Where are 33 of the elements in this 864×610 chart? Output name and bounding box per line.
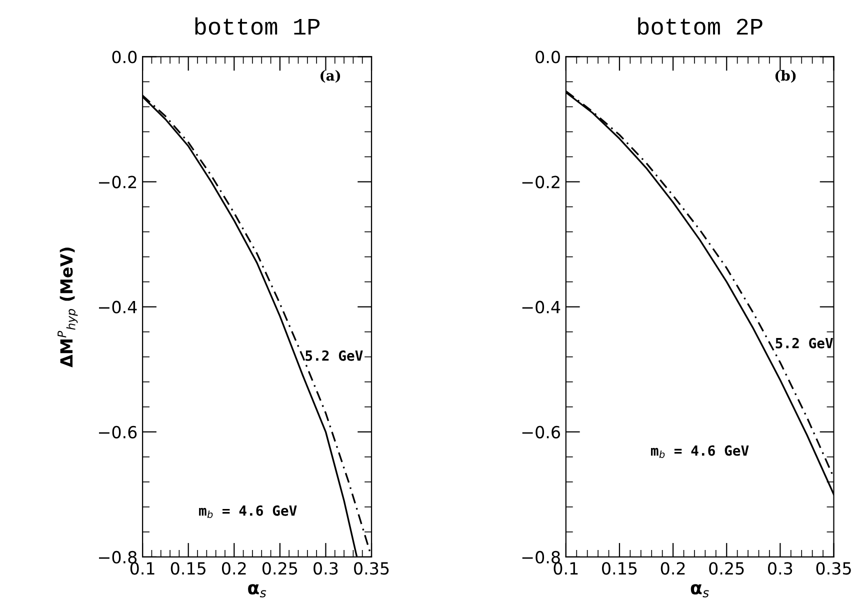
x-tick-label: 0.1 [130, 562, 154, 575]
x-tick-label: 0.25 [262, 562, 298, 575]
y-tick-label: −0.4 [522, 300, 560, 314]
annotation: 5.2 GeV [776, 338, 833, 348]
annotation: m$_{b}$ = 4.6 GeV [199, 505, 297, 518]
y-tick-label: 0.0 [536, 50, 560, 64]
chart-title: bottom 1P [195, 17, 320, 35]
x-tick-label: 0.25 [709, 562, 744, 575]
y-tick-label: 0.0 [112, 50, 137, 64]
x-tick-label: 0.15 [170, 562, 206, 575]
annotation: m$_{b}$ = 4.6 GeV [651, 445, 749, 458]
y-tick-label: −0.8 [98, 550, 137, 564]
annotation: (a) [320, 70, 340, 83]
y-tick-label: −0.2 [522, 176, 560, 188]
x-tick-label: 0.2 [222, 562, 246, 575]
annotation: 5.2 GeV [306, 350, 363, 361]
x-tick-label: 0.3 [768, 562, 792, 575]
y-axis-title: ΔM$^{P}$$_{hyp}$ (MeV) [58, 248, 78, 368]
y-tick-label: −0.2 [98, 176, 136, 188]
x-axis-title: α$_{s}$ [248, 584, 266, 598]
x-tick-label: 0.2 [660, 562, 685, 575]
chart-title: bottom 2P [638, 17, 762, 35]
annotation: (b) [775, 70, 796, 83]
x-tick-label: 0.3 [314, 562, 338, 575]
y-tick-label: −0.6 [522, 426, 560, 438]
x-tick-label: 0.35 [816, 562, 851, 575]
x-tick-label: 0.1 [554, 562, 578, 575]
y-tick-label: −0.8 [522, 550, 560, 564]
x-tick-label: 0.15 [602, 562, 637, 575]
x-tick-label: 0.35 [354, 562, 389, 575]
y-tick-label: −0.6 [98, 426, 137, 438]
x-axis-title: α$_{s}$ [690, 584, 709, 598]
y-tick-label: −0.4 [98, 300, 137, 314]
